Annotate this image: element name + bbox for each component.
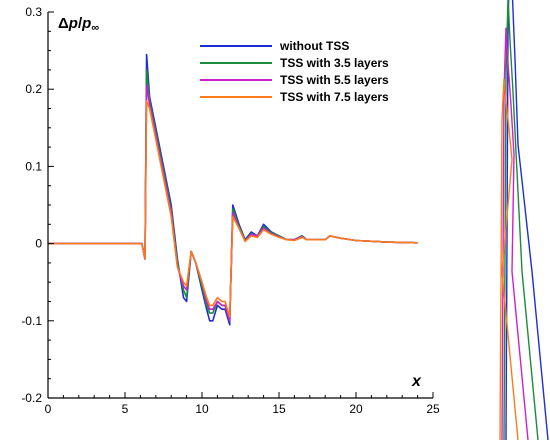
series-layer [48, 53, 418, 326]
x-axis-title: x [411, 373, 422, 390]
series-line-4 [48, 100, 418, 318]
y-tick-label: 0.1 [25, 159, 42, 173]
y-tick-label: -0.2 [21, 391, 42, 405]
legend-label-2: TSS with 3.5 layers [280, 56, 389, 70]
x-tick-label: 0 [45, 402, 52, 416]
y-tick-label: -0.1 [21, 314, 42, 328]
y-axis-title-p: p [68, 15, 78, 32]
legend-label-1: without TSS [279, 39, 349, 53]
x-tick-label: 5 [122, 402, 129, 416]
legend-label-4: TSS with 7.5 layers [280, 90, 389, 104]
series-line-3 [48, 84, 418, 322]
x-tick-label: 20 [349, 402, 363, 416]
y-axis-title-subscript: ∞ [91, 22, 99, 34]
y-tick-label: 0.3 [25, 5, 42, 19]
x-tick-label: 15 [272, 402, 286, 416]
legend: without TSS TSS with 3.5 layers TSS with 5… [200, 39, 389, 104]
inset-series-line-4 [499, 78, 519, 440]
y-axis-title: Δp/p∞ [58, 15, 99, 34]
inset-series-line-2 [503, 0, 539, 440]
y-axis-title-p-inf: p [81, 15, 91, 32]
x-tick-label: 10 [195, 402, 209, 416]
y-tick-label: 0 [35, 237, 42, 251]
inset-zoom-panel [499, 0, 549, 440]
y-axis-title-slash: / [78, 15, 83, 32]
y-axis-title-delta: Δ [58, 15, 69, 32]
x-tick-label: 25 [426, 402, 440, 416]
axes-layer: -0.2 -0.1 0 0.1 0.2 0.3 0 5 10 15 20 25 [21, 5, 440, 416]
y-tick-label: 0.2 [25, 82, 42, 96]
series-line-2 [48, 69, 418, 322]
legend-label-3: TSS with 5.5 layers [280, 73, 389, 87]
